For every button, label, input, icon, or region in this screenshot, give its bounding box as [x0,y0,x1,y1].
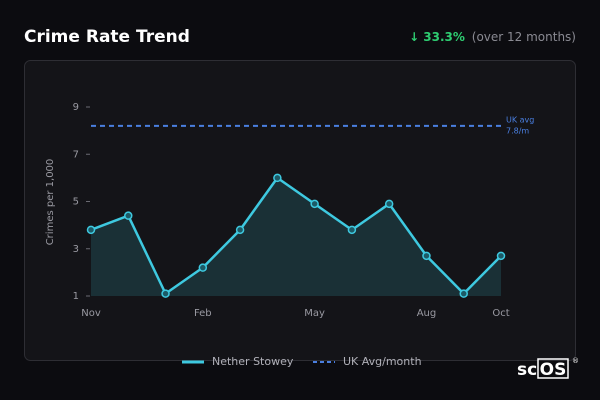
x-tick-label: Oct [492,308,509,319]
point [496,251,506,261]
x-tick-label: Nov [81,308,101,319]
point [384,199,394,209]
point [459,289,468,298]
point [86,225,96,235]
legend-label: Nether Stowey [212,355,294,368]
title: Crime Rate Trend [24,27,190,47]
y-axis-label: Crimes per 1,000 [45,159,56,246]
y-tick-label: 9 [73,102,79,113]
point [161,289,170,298]
x-tick-label: Aug [417,308,437,319]
point [273,173,282,183]
point [198,263,208,272]
logo-boxed-text: OS [540,360,567,380]
x-tick-label: Feb [194,308,212,319]
area [91,177,501,296]
change-summary: ↓ 33.3% (over 12 months) [409,30,576,44]
legend-label: UK Avg/month [343,355,422,368]
point [422,251,431,261]
point [310,199,319,209]
y-tick-label: 5 [73,197,79,208]
y-tick-label: 7 [73,149,79,160]
reference-annotation: UK avg [506,115,534,124]
point [235,225,245,235]
y-tick-label: 1 [73,291,79,302]
logo-mark: ® [572,357,579,365]
reference-annotation: 7.8/m [506,126,529,135]
change-note: (over 12 months) [472,30,576,44]
logo: sc OS ® [517,357,579,380]
logo-box [537,358,569,379]
y-tick-label: 3 [73,244,79,255]
line [90,176,502,295]
point [347,225,357,235]
point [124,211,133,220]
change: ↓ 33.3% [409,30,465,44]
x-tick-label: May [304,308,325,319]
logo-text: sc [517,360,537,380]
